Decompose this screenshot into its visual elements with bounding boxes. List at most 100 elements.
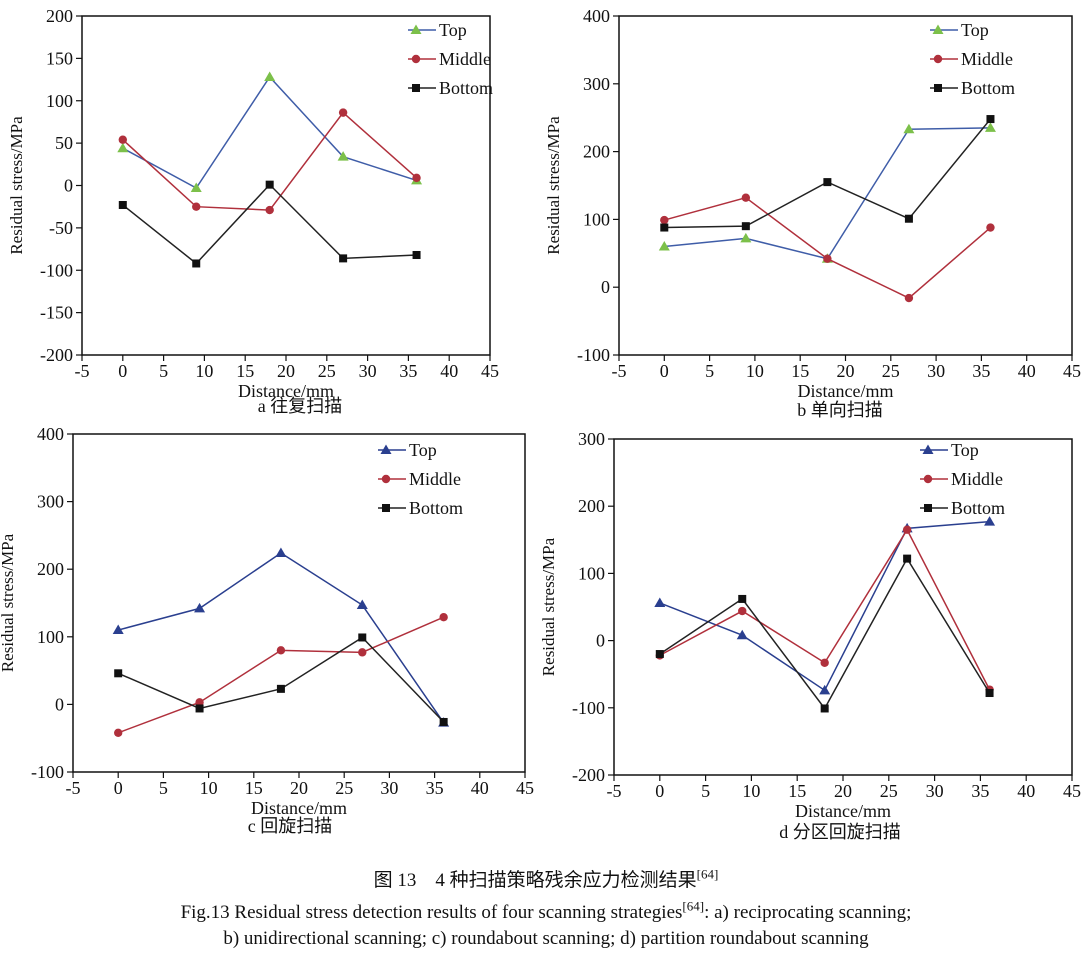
marker [932,24,944,34]
marker [265,180,274,189]
x-tick-label: 10 [195,361,213,381]
x-tick-label: 5 [159,778,168,798]
x-tick-label: 30 [380,778,398,798]
x-tick-label: 25 [880,781,898,801]
marker [984,122,996,132]
series-line [117,616,444,734]
marker [276,684,285,693]
x-tick-label: 25 [335,778,353,798]
y-tick-label: 50 [55,133,73,153]
marker [411,54,421,64]
x-tick-label: -5 [66,778,81,798]
marker [114,728,123,737]
caption-en-line2: b) unidirectional scanning; c) roundabou… [223,928,869,949]
marker [654,597,666,607]
marker [114,669,123,678]
marker [439,717,448,726]
x-tick-label: 0 [118,361,127,381]
marker [904,293,914,303]
marker [738,594,747,603]
legend-label: Top [439,20,467,40]
marker [922,444,934,454]
x-tick-label: 40 [471,778,489,798]
subtitle: d 分区回旋扫描 [779,822,901,842]
x-tick-label: 15 [245,778,263,798]
marker [117,142,129,153]
marker [381,474,391,484]
legend-label: Top [951,440,979,460]
y-tick-label: -100 [31,762,64,782]
series-line [664,118,992,229]
caption-text: : a) reciprocating scanning; [704,902,912,923]
series-line [122,111,418,211]
x-axis-label: Distance/mm [238,381,334,401]
legend-label: Bottom [961,78,1015,98]
x-tick-label: -5 [612,361,627,381]
x-tick-label: 20 [290,778,308,798]
x-tick-label: 30 [927,361,945,381]
marker [823,254,832,263]
marker [265,205,274,215]
x-tick-label: 45 [481,361,499,381]
y-tick-label: 400 [583,6,610,26]
x-tick-label: 25 [318,361,336,381]
marker [439,612,448,622]
marker [264,71,276,82]
marker [986,223,995,232]
marker [358,633,367,642]
caption-text: Fig.13 Residual stress detection results… [180,902,683,923]
marker [923,474,933,484]
marker [924,504,932,512]
y-tick-label: 100 [37,627,64,647]
legend-label: Middle [409,469,461,489]
marker [410,24,422,34]
x-tick-label: 35 [971,781,989,801]
x-tick-label: 35 [972,361,990,381]
y-axis-label: Residual stress/MPa [7,116,26,255]
marker [655,650,664,659]
marker [903,554,912,563]
marker [904,214,913,223]
series-line [664,127,991,260]
x-axis-label: Distance/mm [251,798,347,818]
x-axis-label: Distance/mm [795,801,891,821]
x-tick-label: 35 [426,778,444,798]
subtitle: a 往复扫描 [258,396,343,416]
marker [192,202,201,211]
x-tick-label: 30 [359,361,377,381]
y-tick-label: -200 [572,765,605,785]
marker [740,232,752,243]
marker [118,200,127,209]
marker [338,108,348,117]
x-tick-label: 0 [114,778,123,798]
x-tick-label: 40 [1018,361,1036,381]
legend-label: Bottom [951,498,1005,518]
y-tick-label: 100 [583,209,610,229]
marker [658,241,670,251]
y-tick-label: 400 [37,424,64,444]
plot-frame [613,438,1073,776]
legend-label: Bottom [409,498,463,518]
x-tick-label: 15 [236,361,254,381]
marker [738,606,747,616]
y-tick-label: 300 [578,429,605,449]
marker [118,135,128,144]
caption-ref: [64] [696,866,719,882]
x-tick-label: 10 [746,361,764,381]
x-tick-label: 5 [159,361,168,381]
x-tick-label: 5 [701,781,710,801]
y-tick-label: 200 [37,559,64,579]
subtitle: c 回旋扫描 [248,816,333,836]
y-tick-label: 100 [578,563,605,583]
y-tick-label: -100 [577,345,610,365]
marker [412,250,421,259]
x-tick-label: 45 [516,778,534,798]
y-tick-label: 150 [46,48,73,68]
marker [902,525,912,534]
x-tick-label: 20 [837,361,855,381]
marker [741,193,751,202]
marker [356,599,368,610]
x-tick-label: 5 [705,361,714,381]
marker [276,646,286,655]
